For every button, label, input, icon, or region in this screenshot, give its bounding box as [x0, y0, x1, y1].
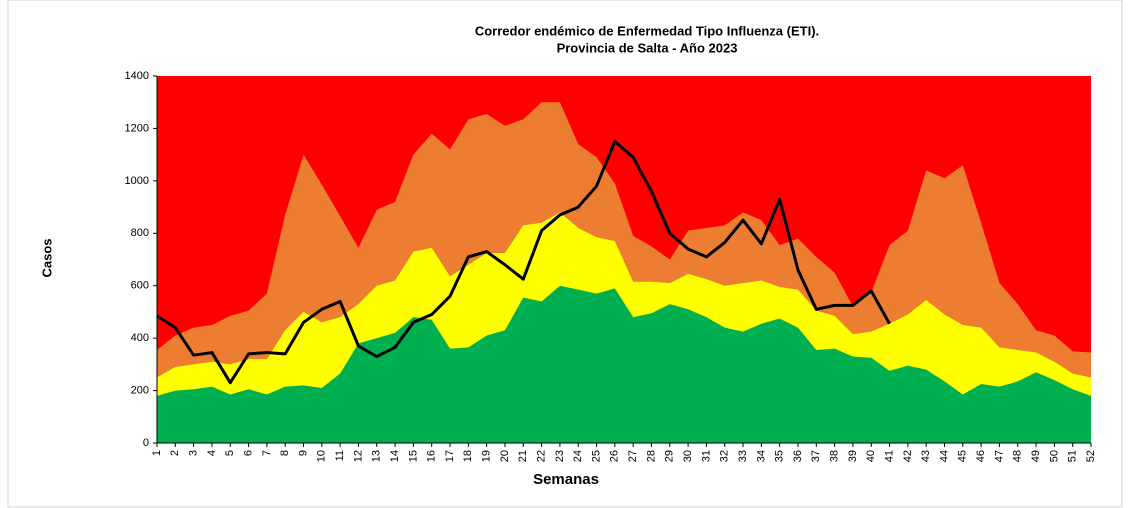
x-tick-label: 7: [261, 450, 273, 456]
x-tick-label: 6: [242, 450, 254, 456]
x-tick-label: 30: [682, 450, 694, 462]
x-tick-label: 9: [297, 450, 309, 456]
x-tick-label: 11: [334, 450, 346, 461]
x-tick-label: 44: [938, 450, 950, 462]
x-tick-label: 20: [499, 450, 511, 462]
x-tick-label: 52: [1085, 450, 1097, 462]
y-axis-label: Casos: [39, 238, 54, 277]
x-tick-label: 2: [169, 450, 181, 456]
x-tick-label: 18: [462, 450, 474, 462]
x-tick-label: 47: [993, 450, 1005, 462]
x-tick-label: 12: [352, 450, 364, 462]
x-tick-label: 31: [700, 450, 712, 462]
x-tick-label: 45: [957, 450, 969, 462]
x-tick-label: 17: [444, 450, 456, 462]
x-tick-label: 39: [847, 450, 859, 462]
x-tick-label: 27: [627, 450, 639, 462]
x-tick-label: 14: [389, 450, 401, 462]
x-tick-label: 21: [517, 450, 529, 462]
x-tick-label: 3: [188, 450, 200, 456]
chart-title: Corredor endémico de Enfermedad Tipo Inf…: [475, 23, 819, 38]
x-tick-label: 23: [554, 450, 566, 462]
x-axis-label: Semanas: [533, 471, 599, 488]
x-tick-label: 16: [426, 450, 438, 462]
x-tick-label: 49: [1030, 450, 1042, 462]
chart-subtitle: Provincia de Salta - Año 2023: [557, 40, 738, 55]
x-tick-label: 35: [774, 450, 786, 462]
line: [156, 140, 891, 385]
y-tick-label: 0: [143, 437, 149, 449]
y-tick-label: 1000: [125, 175, 149, 187]
y-tick-label: 1400: [125, 70, 149, 82]
x-tick-label: 46: [975, 450, 987, 462]
area: [157, 285, 1091, 443]
x-tick-label: 19: [481, 450, 493, 462]
x-tick-label: 43: [920, 450, 932, 462]
x-tick-label: 8: [279, 450, 291, 456]
x-tick-label: 38: [829, 450, 841, 462]
x-tick-label: 40: [865, 450, 877, 462]
x-tick-label: 10: [316, 450, 328, 462]
x-tick-label: 50: [1048, 450, 1060, 462]
x-tick-label: 15: [407, 450, 419, 462]
x-tick-label: 32: [719, 450, 731, 462]
x-tick-label: 4: [206, 450, 218, 456]
x-tick-label: 34: [755, 450, 767, 462]
x-tick-label: 37: [810, 450, 822, 462]
x-tick-label: 51: [1067, 450, 1079, 462]
y-tick-label: 1200: [125, 122, 149, 134]
x-tick-label: 28: [645, 450, 657, 462]
x-tick-label: 13: [371, 450, 383, 462]
x-tick-label: 5: [224, 450, 236, 456]
x-tick-label: 29: [664, 450, 676, 462]
x-tick-label: 24: [572, 450, 584, 462]
x-tick-label: 22: [535, 450, 547, 462]
x-tick-label: 41: [883, 450, 895, 462]
x-tick-label: 48: [1012, 450, 1024, 462]
x-tick-label: 1: [151, 450, 163, 456]
x-tick-label: 25: [590, 450, 602, 462]
y-tick-label: 800: [131, 227, 149, 239]
y-tick-label: 200: [131, 384, 149, 396]
x-tick-label: 42: [902, 450, 914, 462]
y-tick-label: 600: [131, 280, 149, 292]
x-tick-label: 33: [737, 450, 749, 462]
x-tick-label: 26: [609, 450, 621, 462]
x-tick-label: 36: [792, 450, 804, 462]
y-tick-label: 400: [131, 332, 149, 344]
